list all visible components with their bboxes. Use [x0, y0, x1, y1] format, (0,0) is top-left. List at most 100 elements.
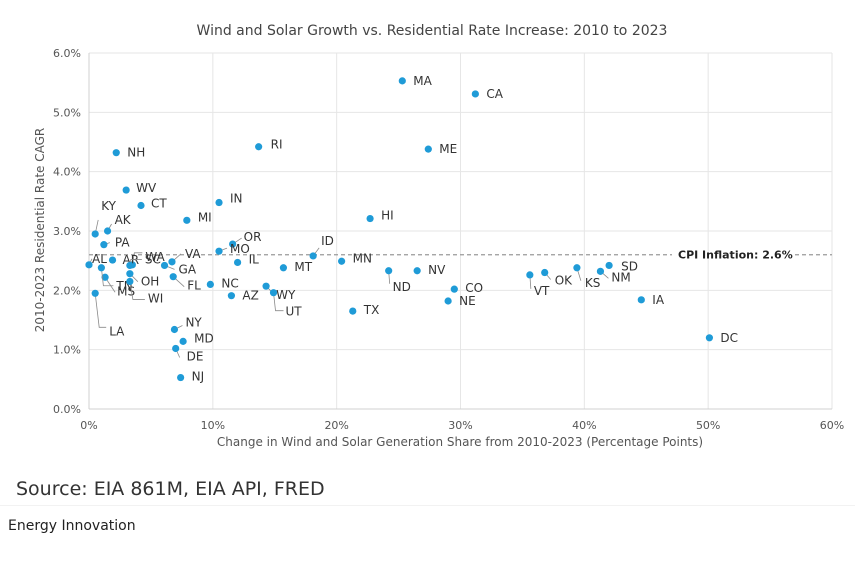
data-point-wv: WV [122, 181, 157, 195]
y-tick-label: 5.0% [53, 106, 81, 119]
data-point-ks: KS [573, 264, 600, 290]
axes: 0.0% 1.0% 2.0% 3.0% 4.0% 5.0% 6.0% 0% 10% 20% 30% 4… [53, 47, 844, 432]
data-point-ne: NE [444, 294, 476, 308]
point-marker [91, 289, 99, 297]
point-label: DC [720, 331, 738, 345]
point-label: TX [363, 303, 380, 317]
data-point-ga: GA [160, 261, 197, 276]
point-label: NH [127, 146, 145, 160]
data-point-co: CO [450, 281, 483, 295]
point-marker [385, 267, 393, 275]
grid-lines [89, 52, 833, 409]
point-label: VA [185, 247, 201, 261]
data-point-nj: NJ [177, 370, 204, 384]
point-label: IN [230, 192, 243, 206]
point-marker [234, 258, 242, 267]
point-marker [605, 261, 613, 270]
y-tick-label: 4.0% [53, 166, 81, 179]
point-label: MN [353, 251, 372, 265]
point-label: CA [486, 87, 503, 101]
data-point-va: VA [168, 247, 201, 266]
source-note: Source: EIA 861M, EIA API, FRED [16, 478, 325, 500]
point-label: OH [141, 275, 159, 289]
point-label: GA [179, 262, 197, 276]
point-marker [126, 261, 134, 270]
x-axis-label: Change in Wind and Solar Generation Shar… [217, 435, 703, 449]
point-label: CT [151, 196, 167, 210]
point-marker [450, 285, 458, 293]
data-point-md: MD [179, 331, 214, 345]
cpi-reference-label: CPI Inflation: 2.6% [678, 249, 793, 262]
point-marker [596, 267, 605, 275]
point-label: MO [230, 242, 250, 256]
publisher-name: Energy Innovation [8, 518, 136, 534]
point-marker [183, 216, 191, 224]
point-label: SD [621, 259, 638, 273]
data-point-ok: OK [541, 268, 573, 288]
point-marker [444, 297, 452, 305]
point-marker [637, 296, 645, 304]
x-tick-label: 50% [696, 419, 720, 432]
data-point-ct: CT [137, 196, 167, 210]
data-point-ca: CA [471, 87, 504, 101]
point-label: WA [145, 250, 165, 264]
point-marker [179, 337, 187, 345]
point-marker [137, 201, 145, 210]
point-marker [526, 271, 534, 279]
point-label: HI [381, 209, 394, 223]
data-point-pa: PA [100, 236, 130, 250]
point-marker [126, 277, 134, 286]
scatter-chart: Wind and Solar Growth vs. Residential Ra… [33, 23, 844, 449]
data-point-ky: KY [91, 199, 117, 238]
data-point-ut: UT [269, 289, 303, 319]
data-point-de: DE [172, 344, 204, 363]
point-marker [349, 307, 357, 315]
leader-line [129, 281, 145, 300]
data-point-dc: DC [705, 331, 738, 345]
point-label: MD [194, 331, 214, 345]
x-tick-label: 60% [820, 419, 844, 432]
point-label: MT [294, 260, 312, 274]
point-marker [170, 325, 179, 334]
point-label: WY [276, 288, 296, 302]
leader-line [273, 292, 284, 312]
x-tick-label: 10% [201, 419, 225, 432]
point-marker [215, 247, 223, 255]
data-point-mi: MI [183, 210, 212, 224]
x-tick-label: 40% [572, 419, 596, 432]
point-marker [398, 77, 406, 85]
data-point-la: LA [91, 289, 125, 338]
chart-title: Wind and Solar Growth vs. Residential Ra… [197, 23, 668, 39]
point-marker [309, 252, 317, 260]
point-marker [160, 261, 169, 270]
point-label: OK [555, 274, 573, 288]
data-point-nd: ND [385, 267, 411, 294]
point-marker [541, 268, 549, 277]
point-label: UT [286, 305, 303, 319]
data-point-me: ME [424, 142, 457, 156]
footer-divider [0, 505, 855, 506]
point-marker [206, 280, 214, 288]
point-label: WV [136, 181, 157, 195]
data-point-mo: MO [215, 242, 250, 256]
point-marker [169, 273, 177, 281]
point-label: MA [413, 74, 432, 88]
point-marker [122, 186, 130, 194]
point-marker [85, 261, 93, 269]
point-marker [269, 289, 278, 297]
point-label: ND [393, 280, 411, 294]
point-marker [279, 264, 288, 272]
y-tick-label: 3.0% [53, 225, 81, 238]
data-point-az: AZ [227, 289, 259, 303]
y-tick-label: 2.0% [53, 284, 81, 297]
point-label: NC [221, 276, 238, 290]
y-tick-label: 0.0% [53, 403, 81, 416]
y-axis-label: 2010-2023 Residential Rate CAGR [33, 128, 47, 332]
point-marker [424, 145, 432, 153]
data-point-ma: MA [398, 74, 433, 88]
point-marker [229, 240, 237, 248]
data-point-wy: WY [262, 282, 296, 302]
y-tick-label: 1.0% [53, 344, 81, 357]
point-marker [215, 198, 223, 207]
